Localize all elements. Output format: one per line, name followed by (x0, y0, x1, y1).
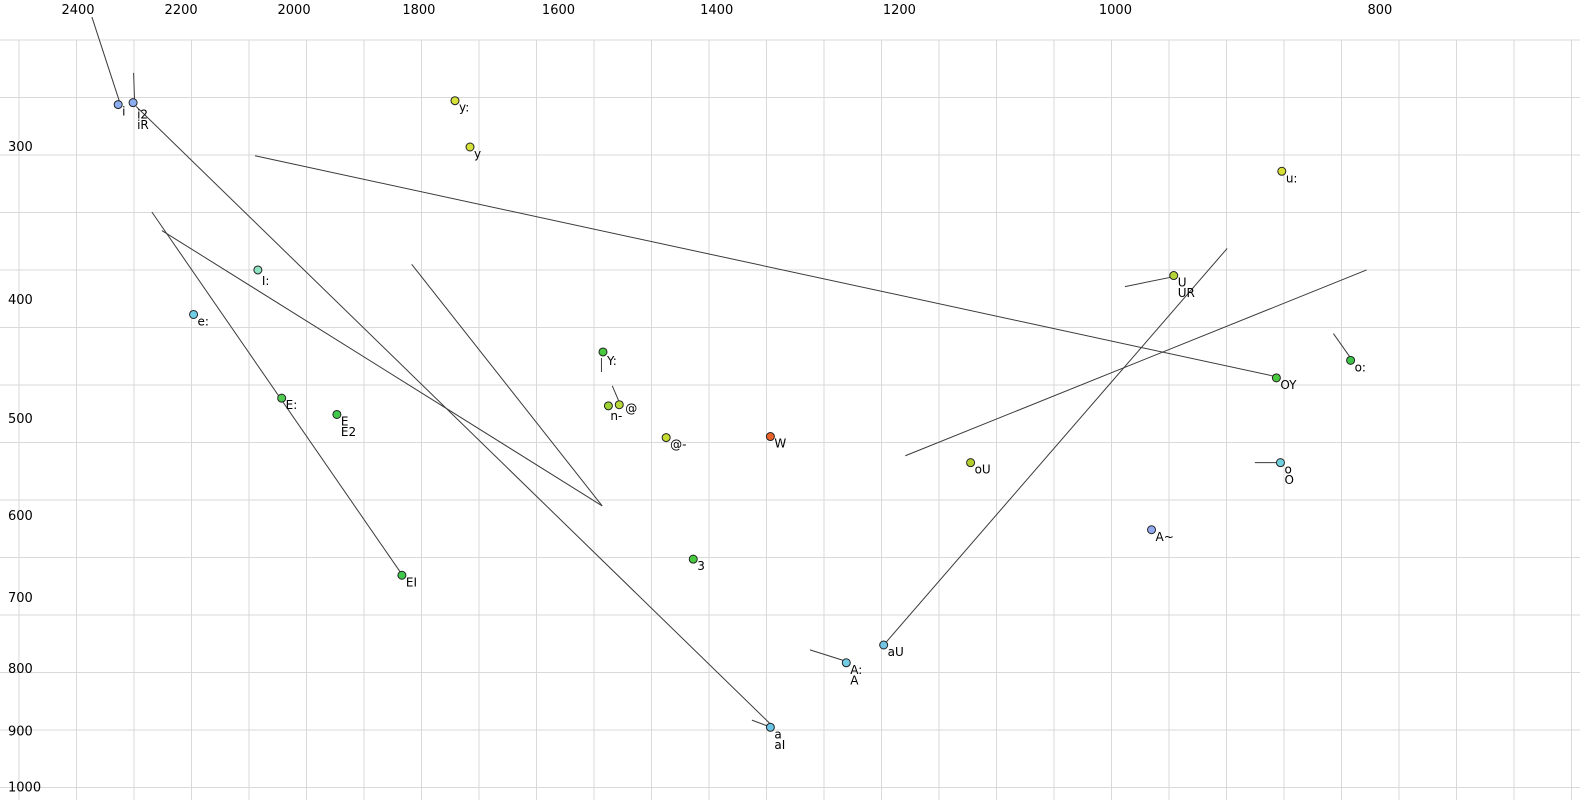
trajectory-aU (883, 248, 1228, 646)
data-point-i (113, 100, 123, 110)
data-point-u_ (1277, 166, 1287, 176)
point-label-A: A (850, 673, 859, 687)
point-label-a: a (774, 727, 781, 741)
data-point-E (332, 409, 342, 419)
trajectory-a_onset (751, 719, 768, 727)
trajectory-i2_onset (133, 72, 136, 103)
point-label-3: 3 (697, 559, 705, 573)
point-label-EI: EI (406, 575, 417, 589)
point-label-iR: iR (137, 118, 149, 132)
data-point-y_ (450, 96, 460, 106)
data-point-EI (397, 570, 407, 580)
trajectory-A_long_onset (809, 649, 845, 662)
x-tick-label: 2000 (278, 3, 311, 18)
data-point-o_ (1346, 355, 1356, 365)
data-point-A_ (841, 658, 851, 668)
data-point-y (465, 142, 475, 152)
trajectory-OY (254, 155, 1277, 378)
point-label-aI: aI (774, 738, 785, 752)
point-label-UR: UR (1178, 286, 1195, 300)
data-point-I_ (253, 265, 263, 275)
x-tick-label: 1600 (542, 3, 575, 18)
data-point-o (1275, 458, 1285, 468)
trajectory-U_onset (1124, 276, 1173, 288)
point-label-E_: E: (286, 398, 298, 412)
point-label-O: O (1284, 473, 1293, 487)
point-label-A_: A: (850, 663, 862, 677)
x-tick-label: 1400 (700, 3, 733, 18)
data-point-_ (661, 433, 671, 443)
point-label-Y_: Y: (606, 354, 617, 368)
point-label-i2: i2 (137, 108, 148, 122)
y-tick-label: 400 (8, 293, 33, 308)
x-tick-label: 1000 (1099, 3, 1132, 18)
data-point-E_ (277, 393, 287, 403)
x-tick-label: 1800 (402, 3, 435, 18)
point-label-U: U (1178, 276, 1187, 290)
y-tick-label: 900 (8, 724, 33, 739)
data-point-3 (688, 554, 698, 564)
trajectory-front_mid_a (161, 230, 603, 507)
trajectory-at_onset (611, 385, 619, 401)
x-tick-label: 2400 (61, 3, 94, 18)
point-label-o: o (1284, 463, 1291, 477)
y-tick-label: 1000 (8, 781, 41, 796)
point-label-E2: E2 (341, 425, 356, 439)
data-point-e_ (189, 309, 199, 319)
trajectory-o_long_onset (1332, 333, 1352, 359)
x-tick-label: 2200 (165, 3, 198, 18)
point-label-o_: o: (1355, 360, 1366, 374)
point-label-i: i (122, 105, 125, 119)
data-point-U (1169, 271, 1179, 281)
point-label-n_: n- (610, 409, 622, 423)
data-point-W (765, 432, 775, 442)
data-point-i2 (128, 98, 138, 108)
trajectory-i_onset (91, 16, 120, 101)
data-point-OY (1271, 373, 1281, 383)
point-label-OY: OY (1280, 378, 1297, 392)
x-tick-label: 1200 (883, 3, 916, 18)
point-label-y_: y: (459, 101, 469, 115)
data-point-a (765, 722, 775, 732)
x-tick-label: 800 (1367, 3, 1392, 18)
data-point-A_ (1147, 525, 1157, 535)
point-label-W: W (774, 437, 786, 451)
y-tick-label: 300 (8, 140, 33, 155)
trajectory-EI (151, 211, 403, 575)
point-label-_: @- (670, 438, 686, 452)
trajectory-front_mid_b (411, 263, 603, 507)
point-label-I_: I: (262, 274, 270, 288)
y-tick-label: 500 (8, 412, 33, 427)
point-label-e_: e: (198, 314, 209, 328)
y-tick-label: 700 (8, 591, 33, 606)
data-point-n_ (603, 401, 613, 411)
y-tick-label: 800 (8, 662, 33, 677)
data-point-_ (614, 400, 624, 410)
point-label-y: y (474, 147, 481, 161)
trajectory-aI (135, 106, 770, 724)
point-label-_: @ (625, 402, 637, 416)
point-label-aU: aU (888, 645, 904, 659)
point-label-oU: oU (975, 463, 991, 477)
point-label-u_: u: (1286, 171, 1298, 185)
data-point-Y_ (598, 347, 608, 357)
point-label-E: E (341, 414, 349, 428)
y-tick-label: 600 (8, 509, 33, 524)
data-point-aU (879, 640, 889, 650)
trajectory-oU (905, 269, 1367, 457)
data-point-oU (966, 458, 976, 468)
point-label-A_: A~ (1156, 530, 1174, 544)
